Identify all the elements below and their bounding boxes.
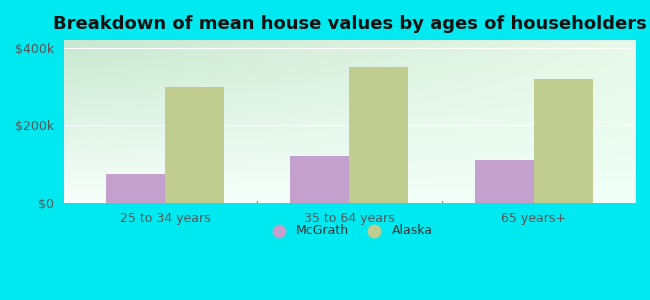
Bar [291,156,350,203]
Bar [165,86,224,202]
Bar [106,174,165,202]
Bar [534,79,593,202]
Bar [474,160,534,202]
Bar [350,67,408,202]
Legend: McGrath, Alaska: McGrath, Alaska [261,219,437,242]
Title: Breakdown of mean house values by ages of householders: Breakdown of mean house values by ages o… [53,15,646,33]
